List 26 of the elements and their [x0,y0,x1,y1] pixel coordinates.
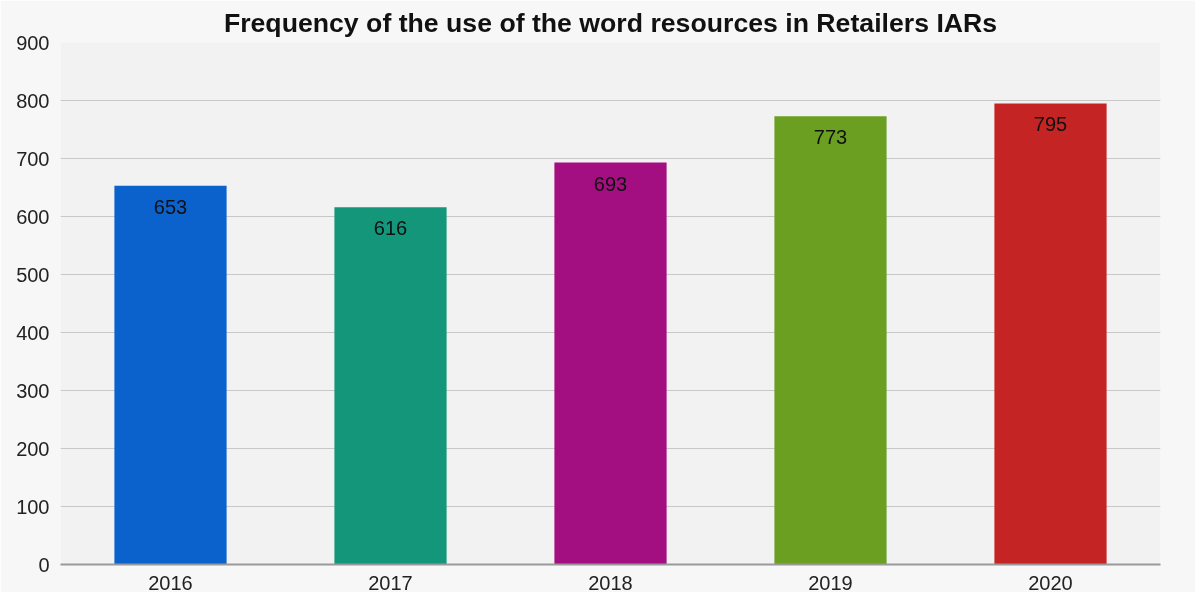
x-tick-label: 2016 [148,571,193,594]
x-tick-label: 2020 [1028,571,1073,594]
y-tick-label: 900 [16,31,50,54]
bar [554,162,667,565]
bar [334,207,447,565]
data-label: 773 [813,126,848,149]
y-tick-label: 600 [16,205,50,228]
x-tick-label: 2019 [808,571,853,594]
data-label: 616 [373,217,408,240]
y-tick-label: 100 [16,495,50,518]
bar [994,103,1107,565]
y-tick-label: 700 [16,147,50,170]
data-label: 795 [1033,113,1068,136]
data-label: 653 [153,195,188,218]
x-tick-label: 2017 [368,571,413,594]
bar [114,185,227,565]
y-tick-label: 500 [16,263,50,286]
y-tick-label: 300 [16,379,50,402]
bar [774,116,887,565]
y-tick-label: 800 [16,89,50,112]
y-tick-label: 0 [38,553,50,576]
y-tick-label: 400 [16,321,50,344]
chart-title: Frequency of the use of the word resources in Retailers IARs [223,7,998,38]
y-tick-label: 200 [16,437,50,460]
x-tick-label: 2018 [588,571,633,594]
data-label: 693 [593,172,628,195]
